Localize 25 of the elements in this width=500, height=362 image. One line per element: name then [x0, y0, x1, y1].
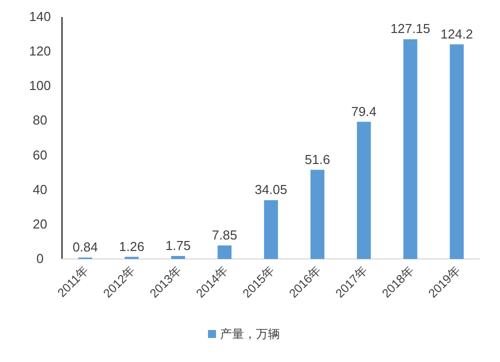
y-tick-label: 140: [29, 9, 51, 24]
data-label: 1.26: [119, 238, 144, 254]
y-tick-label: 60: [32, 147, 48, 162]
bar: [356, 122, 371, 259]
data-label: 1.75: [165, 238, 191, 253]
data-label: 51.6: [304, 152, 330, 167]
bar: [310, 170, 324, 259]
data-label: 79.4: [351, 104, 377, 119]
data-label: 124.2: [440, 26, 474, 42]
bar: [264, 200, 278, 259]
bar: [403, 39, 418, 259]
data-label: 127.15: [390, 21, 430, 36]
y-tick-label: 20: [32, 216, 48, 232]
y-tick-label: 40: [32, 182, 48, 197]
data-label: 0.84: [72, 240, 98, 255]
y-tick-label: 80: [32, 112, 48, 128]
y-tick-label: 120: [29, 44, 51, 59]
y-tick-label: 100: [29, 78, 51, 94]
bar: [450, 44, 464, 259]
data-label: 7.85: [212, 227, 238, 242]
legend-label: 产量，万辆: [220, 327, 280, 341]
y-tick-label: 0: [36, 251, 44, 266]
bar: [171, 256, 186, 259]
bar: [218, 245, 232, 259]
data-label: 34.05: [254, 182, 288, 198]
